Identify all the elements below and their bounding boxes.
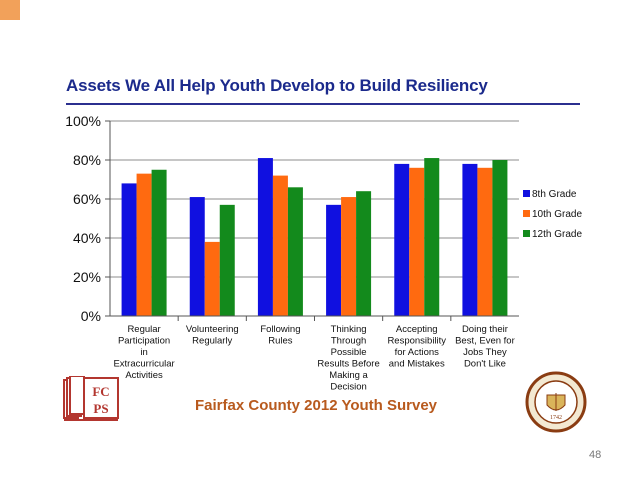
bar-10th-grade xyxy=(409,167,425,316)
bar-12th-grade xyxy=(287,187,303,316)
x-tick-labels: RegularParticipationinExtracurricularAct… xyxy=(113,324,514,393)
x-tick-label: and Mistakes xyxy=(389,359,445,370)
bar-10th-grade xyxy=(204,241,220,316)
bar-8th-grade xyxy=(462,163,478,316)
bar-10th-grade xyxy=(341,197,357,316)
y-tick-label: 20% xyxy=(73,269,101,285)
bar-10th-grade xyxy=(272,175,288,316)
x-tick-label: Don't Like xyxy=(464,359,506,370)
x-tick-label: Volunteering xyxy=(186,324,239,335)
y-tick-label: 60% xyxy=(73,191,101,207)
bar-8th-grade xyxy=(394,163,410,316)
x-tick-label: Possible xyxy=(331,347,367,358)
chart-bars xyxy=(121,158,508,316)
x-tick-label: Thinking xyxy=(331,324,367,335)
y-tick-label: 0% xyxy=(81,308,101,324)
legend-label: 10th Grade xyxy=(532,209,582,220)
logo-text-bottom: PS xyxy=(93,401,108,416)
chart-grid xyxy=(110,120,519,278)
legend-label: 8th Grade xyxy=(532,189,577,200)
logo-text-top: FC xyxy=(92,384,109,399)
y-tick-label: 40% xyxy=(73,230,101,246)
x-tick-label: Activities xyxy=(125,370,163,381)
x-tick-label: in xyxy=(140,347,147,358)
x-tick-label: Doing their xyxy=(462,324,508,335)
x-tick-label: for Actions xyxy=(395,347,440,358)
x-tick-label: Accepting xyxy=(396,324,438,335)
corner-app-icon xyxy=(0,0,20,20)
legend-swatch xyxy=(523,210,530,217)
bar-chart: 0% 20% 40% 60% 80% 100% RegularParticipationi… xyxy=(65,113,582,393)
x-tick-label: Through xyxy=(331,336,366,347)
chart-axes xyxy=(105,120,519,321)
x-tick-label: Rules xyxy=(268,336,293,347)
bar-12th-grade xyxy=(424,158,440,316)
bar-12th-grade xyxy=(151,169,167,316)
x-tick-label: Decision xyxy=(330,382,366,393)
bar-8th-grade xyxy=(326,204,342,316)
chart-legend: 8th Grade 10th Grade 12th Grade xyxy=(523,189,582,240)
legend-label: 12th Grade xyxy=(532,229,582,240)
bar-10th-grade xyxy=(477,167,493,316)
bar-8th-grade xyxy=(257,158,273,316)
bar-10th-grade xyxy=(136,173,152,316)
x-tick-label: Regular xyxy=(127,324,160,335)
legend-swatch xyxy=(523,230,530,237)
x-tick-label: Responsibility xyxy=(387,336,446,347)
county-seal: 1742 xyxy=(525,371,587,433)
legend-swatch xyxy=(523,190,530,197)
y-tick-label: 80% xyxy=(73,152,101,168)
x-tick-label: Participation xyxy=(118,336,170,347)
seal-year: 1742 xyxy=(550,415,562,421)
bar-12th-grade xyxy=(492,160,508,316)
x-tick-label: Extracurricular xyxy=(113,359,174,370)
x-tick-label: Making a xyxy=(329,370,368,381)
bar-8th-grade xyxy=(189,197,205,316)
y-tick-labels: 0% 20% 40% 60% 80% 100% xyxy=(65,113,101,324)
page-number: 48 xyxy=(589,449,602,461)
x-tick-label: Regularly xyxy=(192,336,232,347)
x-tick-label: Following xyxy=(260,324,300,335)
x-tick-label: Jobs They xyxy=(463,347,507,358)
x-tick-label: Best, Even for xyxy=(455,336,515,347)
fcps-logo: FC PS xyxy=(63,376,119,421)
survey-label: Fairfax County 2012 Youth Survey xyxy=(195,397,438,414)
x-tick-label: Results Before xyxy=(317,359,379,370)
y-tick-label: 100% xyxy=(65,113,101,129)
bar-12th-grade xyxy=(356,191,372,316)
bar-12th-grade xyxy=(219,204,235,316)
slide-title: Assets We All Help Youth Develop to Buil… xyxy=(66,76,488,95)
title-divider xyxy=(66,103,580,105)
bar-8th-grade xyxy=(121,183,137,316)
